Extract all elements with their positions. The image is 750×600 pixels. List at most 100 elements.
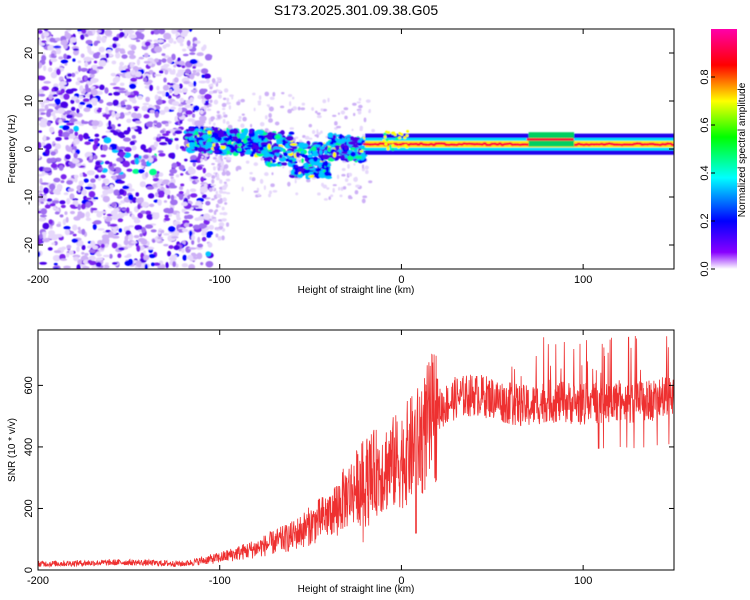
spectrogram-noise-cell xyxy=(181,263,189,268)
spectrogram-noise-cell xyxy=(73,256,80,262)
spectrogram-noise-cell xyxy=(111,175,117,181)
spectrogram-noise-cell xyxy=(123,239,129,246)
spectrogram-noise-cell xyxy=(40,182,49,186)
spectrogram-noise-cell xyxy=(38,233,43,240)
spectrogram-noise-cell xyxy=(245,160,250,164)
spectrogram-noise-cell xyxy=(55,98,61,106)
spectrogram-noise-cell xyxy=(152,157,158,162)
spectrogram-noise-cell xyxy=(181,228,189,233)
spectrogram-noise-cell xyxy=(221,206,225,211)
spectrogram-noise-cell xyxy=(64,154,71,160)
spectrogram-noise-cell xyxy=(179,42,184,47)
spectrogram-noise-cell xyxy=(358,97,362,101)
spectrogram-band-cell xyxy=(186,132,194,137)
spectrogram-noise-cell xyxy=(159,190,165,195)
spectrogram-noise-cell xyxy=(50,151,56,156)
spectrogram-noise-cell xyxy=(197,236,201,243)
spectrogram-noise-cell xyxy=(269,96,275,100)
spectrogram-noise-cell xyxy=(56,223,61,228)
spectrogram-noise-cell xyxy=(175,263,179,268)
spectrogram-noise-cell xyxy=(91,120,100,126)
spectrogram-noise-cell xyxy=(217,89,222,93)
spectrogram-noise-cell xyxy=(154,173,160,178)
spectrogram-band-cell xyxy=(335,145,340,151)
spectrogram-noise-cell xyxy=(131,197,137,204)
spectrogram-band-cell xyxy=(384,142,388,146)
spectrogram-noise-cell xyxy=(39,99,46,105)
spectrogram-noise-cell xyxy=(98,59,107,67)
spectrogram-noise-cell xyxy=(61,131,70,138)
spectrogram-band-cell xyxy=(237,147,242,152)
spectrogram-noise-cell xyxy=(253,190,259,193)
spectrogram-noise-cell xyxy=(92,143,97,151)
spectrogram-noise-cell xyxy=(256,187,260,192)
spectrogram-noise-cell xyxy=(182,29,189,35)
spectrogram-noise-cell xyxy=(72,224,78,231)
spectrogram-noise-cell xyxy=(152,239,156,243)
spectrogram-noise-cell xyxy=(70,106,76,112)
spectrogram-noise-cell xyxy=(204,53,213,61)
spectrogram-band-cell xyxy=(199,128,203,133)
spectrogram-noise-cell xyxy=(47,247,53,251)
spectrogram-noise-cell xyxy=(236,167,242,170)
spectrogram-noise-cell xyxy=(332,184,337,187)
spectrogram-noise-cell xyxy=(352,102,357,106)
spectrogram-noise-cell xyxy=(44,204,51,209)
spectrogram-noise-cell xyxy=(193,256,199,260)
spectrogram-band-cell xyxy=(312,144,321,148)
spectrogram-noise-cell xyxy=(85,211,91,219)
spectrogram-noise-cell xyxy=(217,228,221,231)
spectrogram-noise-cell xyxy=(115,47,122,52)
spectrogram-band-cell xyxy=(261,144,267,148)
spectrogram-noise-cell xyxy=(85,83,89,91)
spectrogram-noise-cell xyxy=(46,121,52,127)
spectrogram-noise-cell xyxy=(217,114,221,119)
spectrogram-noise-cell xyxy=(86,103,93,109)
spectrogram-band-cell xyxy=(218,134,225,138)
spectrogram-noise-cell xyxy=(86,170,95,176)
spectrogram-noise-cell xyxy=(190,193,198,198)
spectrogram-band-cell xyxy=(274,134,281,140)
spectrogram-noise-cell xyxy=(344,178,349,182)
spectrogram-noise-cell xyxy=(176,111,183,117)
spectrogram-noise-cell xyxy=(292,96,295,100)
spectrogram-noise-cell xyxy=(40,208,48,215)
spectrogram-noise-cell xyxy=(139,261,147,267)
spectrogram-noise-cell xyxy=(58,119,63,124)
spectrogram-noise-cell xyxy=(63,53,68,60)
spectrogram-noise-cell xyxy=(43,80,52,84)
spectrogram-noise-cell xyxy=(270,183,275,188)
spectrogram-noise-cell xyxy=(131,135,136,139)
spectrogram-noise-cell xyxy=(253,107,256,112)
spectrogram-noise-cell xyxy=(58,165,64,171)
spectrogram-noise-cell xyxy=(53,250,62,254)
spectrogram-noise-cell xyxy=(221,227,226,232)
spectrogram-noise-cell xyxy=(186,45,193,50)
spectrogram-noise-cell xyxy=(108,147,112,150)
spectrogram-noise-cell xyxy=(73,174,79,179)
spectrogram-band-cell xyxy=(305,174,311,180)
spectrogram-noise-cell xyxy=(104,87,109,94)
spectrogram-noise-cell xyxy=(109,166,115,171)
spectrogram-noise-cell xyxy=(242,116,247,122)
spectrogram-band-cell xyxy=(308,164,312,167)
spectrogram-noise-cell xyxy=(304,135,310,140)
spectrogram-noise-cell xyxy=(200,262,204,266)
spectrogram-noise-cell xyxy=(197,243,204,248)
spectrogram-noise-cell xyxy=(138,229,142,233)
spectrogram-noise-cell xyxy=(48,219,53,225)
spectrogram-noise-cell xyxy=(60,39,68,46)
spectrogram-noise-cell xyxy=(76,264,81,269)
spectrogram-noise-cell xyxy=(188,247,197,250)
spectrogram-noise-cell xyxy=(72,198,79,201)
spectrogram-noise-cell xyxy=(191,205,199,208)
spectrogram-noise-cell xyxy=(135,113,142,119)
spectrogram-noise-cell xyxy=(316,129,319,135)
spectrogram-noise-cell xyxy=(106,213,113,217)
spectrogram-noise-cell xyxy=(107,125,113,130)
spectrogram-band-cell xyxy=(342,158,349,161)
spectrogram-noise-cell xyxy=(353,163,356,166)
spectrogram-noise-cell xyxy=(130,77,138,82)
spectrogram-noise-cell xyxy=(60,101,69,109)
spectrogram-noise-cell xyxy=(264,172,269,177)
